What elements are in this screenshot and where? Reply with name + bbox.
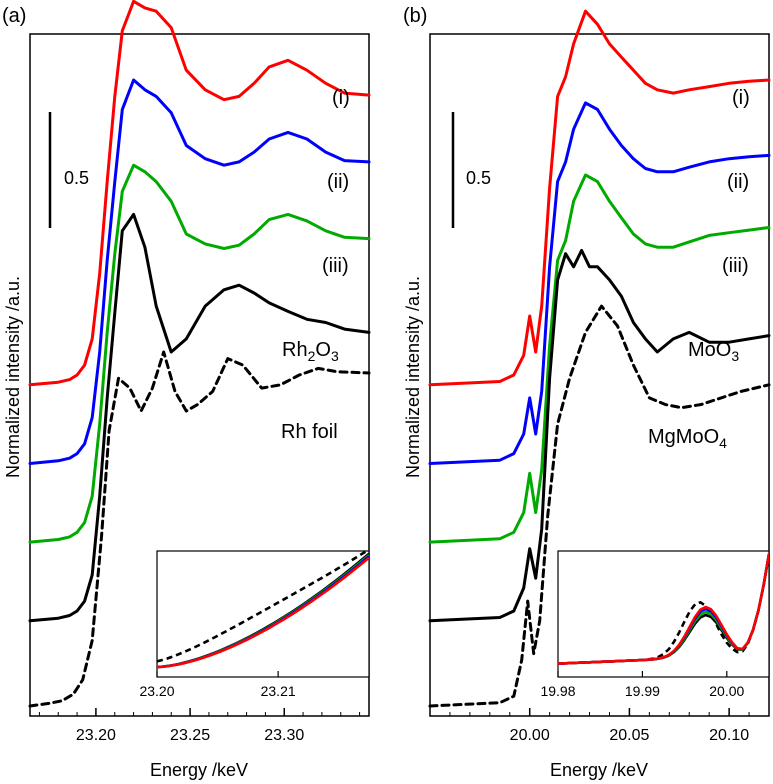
- panel-a-x-axis-label: Energy /keV: [150, 760, 248, 780]
- panel-a-scale-bar-label: 0.5: [64, 168, 89, 188]
- panel-a-label: (a): [2, 5, 26, 27]
- panel-a-label-rh-foil: Rh foil: [281, 421, 338, 443]
- panel-a-series-ii: [28, 78, 371, 465]
- panel-b-y-axis-label: Normalized intensity /a.u.: [403, 276, 423, 478]
- panel-b-x-tick-label: 20.00: [510, 727, 550, 744]
- panel-a-series-iii: [28, 163, 371, 544]
- panel-a-x-tick-label: 23.25: [170, 727, 210, 744]
- panel-b-label-ii: (ii): [727, 171, 749, 193]
- panel-b-series-moo3: [428, 248, 771, 623]
- panel-b-series-i: [428, 9, 771, 387]
- panel-b-x-axis-label: Energy /keV: [550, 760, 648, 780]
- panel-b-curves: [428, 9, 771, 708]
- panel-b-inset-x-tick-label: 19.98: [540, 683, 575, 699]
- panel-b-scale-bar-label: 0.5: [466, 168, 491, 188]
- panel-b-inset-clip: [558, 553, 769, 665]
- panel-b: (b) Normalized intensity /a.u. 20.00 20.0…: [403, 5, 771, 780]
- panel-a-series-rh-foil: [28, 350, 371, 708]
- panel-b-label: (b): [403, 5, 427, 27]
- panel-b-plot-frame: [429, 33, 770, 717]
- panel-a-inset-curves: [157, 551, 369, 669]
- panel-a-label-rh2o3: Rh2O3: [282, 339, 339, 364]
- panel-a-curves: [28, 0, 371, 708]
- panel-a-series-i: [28, 0, 371, 387]
- panel-b-label-mgmoo4: MgMoO4: [648, 426, 727, 451]
- panel-b-x-tick-label: 20.10: [709, 727, 749, 744]
- panel-a-inset: 23.20 23.21: [139, 550, 370, 699]
- panel-a-series-rh2o3: [28, 212, 371, 623]
- panel-a-label-iii: (iii): [322, 255, 349, 277]
- panel-b-inset-series-i: [558, 553, 769, 665]
- panel-a: (a) Normalized intensity /a.u. 23.20 23.2…: [2, 0, 371, 780]
- panel-a-x-tick-label: 23.30: [264, 727, 304, 744]
- panel-a-y-axis-label: Normalized intensity /a.u.: [3, 276, 23, 478]
- panel-b-label-i: (i): [732, 87, 750, 109]
- panel-b-label-moo3: MoO3: [688, 339, 739, 364]
- panel-b-label-iii: (iii): [722, 255, 749, 277]
- panel-a-inset-frame: [156, 550, 370, 678]
- panel-b-inset-x-tick-label: 19.99: [625, 683, 660, 699]
- panel-a-inset-clip: [157, 551, 369, 669]
- panel-b-inset-curves: [558, 553, 769, 665]
- panel-b-inset-x-tick-label: 20.00: [709, 683, 744, 699]
- panel-a-x-tick-label: 23.20: [76, 727, 116, 744]
- panel-b-series-iii: [428, 173, 771, 544]
- panel-a-x-ticks: 23.20 23.25 23.30: [38, 708, 361, 744]
- panel-a-inset-x-ticks: 23.20 23.21: [139, 671, 296, 699]
- panel-b-series-mgmoo4: [428, 304, 771, 708]
- panel-a-inset-x-tick-label: 23.21: [261, 683, 296, 699]
- panel-a-inset-x-tick-label: 23.20: [139, 683, 174, 699]
- panel-a-plot-frame: [29, 33, 370, 717]
- panel-a-inset-series-i: [157, 556, 369, 669]
- panel-a-label-ii: (ii): [327, 171, 349, 193]
- panel-b-inset-x-ticks: 19.98 19.99 20.00: [540, 671, 745, 699]
- panel-a-label-i: (i): [332, 87, 350, 109]
- panel-b-x-tick-label: 20.05: [609, 727, 649, 744]
- panel-b-series-ii: [428, 101, 771, 465]
- panel-b-x-ticks: 20.00 20.05 20.10: [429, 708, 750, 744]
- panel-b-inset: 19.98 19.99 20.00: [540, 550, 770, 699]
